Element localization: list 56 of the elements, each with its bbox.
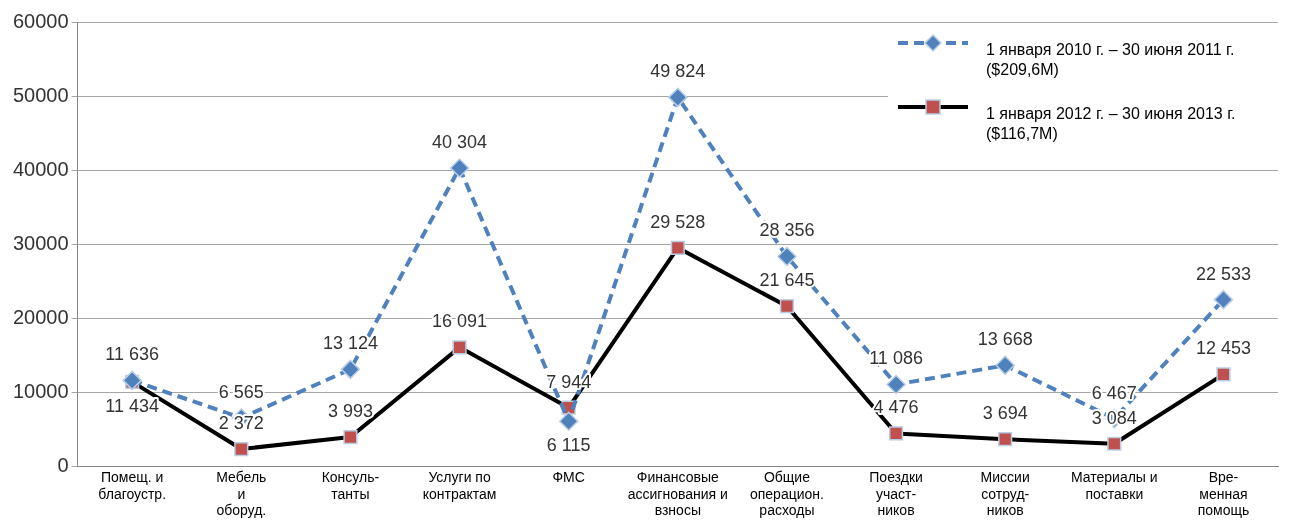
- data-label: 49 824: [650, 61, 706, 82]
- point: [452, 340, 467, 355]
- x-tick-label: ФМС: [552, 468, 585, 485]
- data-label: 13 124: [322, 333, 378, 354]
- data-label: 40 304: [432, 131, 488, 152]
- x-tick-label: Вре- менная помощь: [1197, 468, 1250, 519]
- data-label: 11 086: [869, 348, 923, 369]
- data-label: 2 372: [218, 412, 264, 433]
- point: [995, 355, 1015, 376]
- data-label: 6 467: [1091, 382, 1137, 403]
- data-label: 22 533: [1195, 263, 1251, 284]
- y-tick-label: 10000: [12, 380, 69, 403]
- data-label: 12 453: [1195, 338, 1251, 359]
- x-tick-label: Финансовые ассигнования и взносы: [627, 468, 728, 519]
- point: [777, 246, 797, 267]
- point: [343, 429, 358, 445]
- data-label: 28 356: [759, 220, 815, 241]
- data-label: 3 694: [982, 403, 1028, 424]
- x-tick-label: Помещ. и благоустр.: [98, 468, 167, 502]
- x-tick-label: Мебель и оборуд.: [216, 468, 267, 519]
- legend-label: 1 января 2010 г. – 30 июня 2011 г. ($209,6M): [985, 40, 1236, 80]
- point: [340, 359, 361, 380]
- y-tick-label: 30000: [12, 231, 69, 254]
- legend-label: 1 января 2012 г. – 30 июня 2013 г. ($116,7M): [985, 104, 1237, 144]
- x-tick-label: Общие операцион. расходы: [749, 468, 824, 519]
- data-label: 6 565: [218, 381, 264, 402]
- x-tick-label: Миссии сотруд- ников: [980, 468, 1030, 519]
- point: [1216, 367, 1231, 382]
- point: [888, 426, 904, 441]
- x-tick-label: Материалы и поставки: [1070, 468, 1158, 502]
- data-label: 6 115: [546, 435, 591, 456]
- y-tick-label: 60000: [12, 9, 69, 32]
- y-tick-label: 0: [57, 454, 69, 477]
- data-label: 13 668: [977, 329, 1033, 350]
- x-tick-label: Консуль- танты: [321, 468, 380, 502]
- point: [668, 87, 688, 108]
- point: [558, 411, 579, 432]
- point: [779, 299, 795, 314]
- data-label: 29 528: [650, 211, 706, 232]
- data-label: 16 091: [432, 311, 488, 332]
- point: [886, 374, 906, 395]
- data-label: 21 645: [759, 270, 815, 291]
- y-tick-label: 40000: [12, 157, 69, 180]
- data-label: 11 434: [105, 395, 160, 416]
- data-label: 3 993: [327, 400, 373, 421]
- point: [1213, 289, 1234, 310]
- y-tick-label: 20000: [12, 305, 69, 328]
- point: [449, 158, 470, 178]
- data-label: 11 636: [105, 344, 160, 365]
- y-tick-label: 50000: [12, 83, 69, 106]
- x-tick-label: Поездки участ- ников: [869, 468, 923, 519]
- point: [234, 441, 249, 457]
- x-tick-label: Услуги по контрактам: [422, 468, 497, 502]
- point: [1107, 436, 1122, 451]
- point: [670, 240, 685, 255]
- point: [998, 432, 1013, 447]
